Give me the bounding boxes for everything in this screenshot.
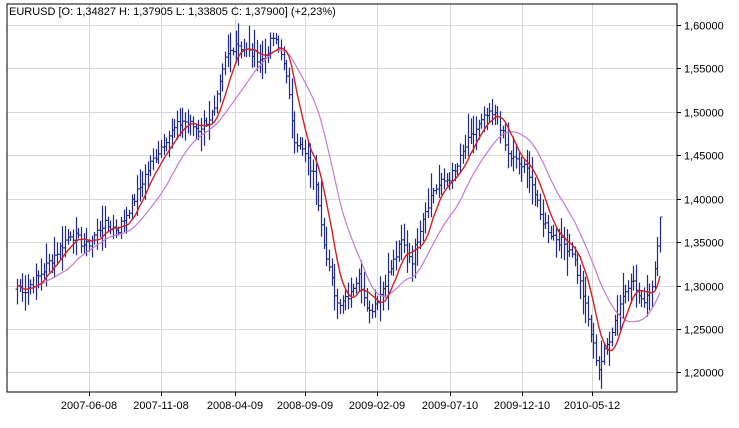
- x-tick-label: 2007-06-08: [61, 400, 117, 412]
- plot-frame: [6, 3, 678, 393]
- y-tick-label: 1,30000: [684, 282, 724, 294]
- x-tick-label: 2008-04-09: [207, 400, 263, 412]
- y-tick-label: 1,20000: [684, 368, 724, 380]
- x-tick-label: 2009-12-10: [494, 400, 550, 412]
- x-tick-label: 2009-02-09: [349, 400, 405, 412]
- y-tick-label: 1,55000: [684, 64, 724, 76]
- x-tick-label: 2010-05-12: [564, 400, 620, 412]
- y-axis: 1,60000 1,55000 1,50000 1,45000 1,40000 1,350…: [677, 21, 724, 380]
- slow-moving-average-line: [16, 49, 661, 323]
- x-axis: 2007-06-08 2007-11-08 2008-04-09 2008-09-09…: [61, 392, 620, 412]
- chart-header: EURUSD [O: 1,34827 H: 1,37905 L: 1,33805…: [9, 6, 336, 18]
- y-tick-label: 1,25000: [684, 325, 724, 337]
- x-tick-label: 2008-09-09: [277, 400, 333, 412]
- ohlc-bar: [658, 216, 663, 253]
- y-tick-label: 1,35000: [684, 238, 724, 250]
- x-tick-label: 2009-07-10: [422, 400, 478, 412]
- y-tick-label: 1,60000: [684, 21, 724, 33]
- y-tick-label: 1,45000: [684, 151, 724, 163]
- y-tick-label: 1,40000: [684, 195, 724, 207]
- grid-lines: [7, 4, 677, 392]
- y-tick-label: 1,50000: [684, 108, 724, 120]
- moving-averages: [16, 47, 661, 352]
- fast-moving-average-line: [16, 47, 661, 352]
- x-tick-label: 2007-11-08: [133, 400, 188, 412]
